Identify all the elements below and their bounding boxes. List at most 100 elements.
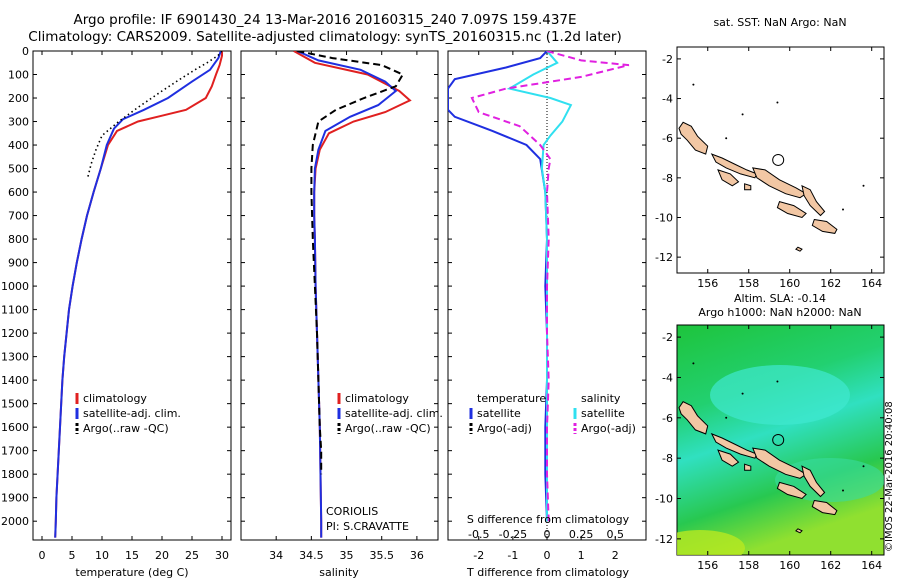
islet: [842, 208, 845, 211]
legend-label: satellite: [581, 407, 625, 420]
diff-xtick-label: 1: [578, 549, 585, 562]
series-line-salinity-argo-adj-: [470, 51, 630, 522]
legend-label: climatology: [83, 392, 147, 405]
depth-tick-label: 1800: [1, 468, 29, 481]
argo-position-marker: [772, 153, 785, 166]
island: [801, 465, 826, 498]
island: [751, 167, 808, 199]
islet: [725, 137, 728, 140]
figure-title-line2: Climatology: CARS2009. Satellite-adjuste…: [28, 29, 622, 45]
depth-tick-label: 800: [8, 233, 29, 246]
depth-tick-label: 600: [8, 186, 29, 199]
depth-tick-label: 0: [22, 45, 29, 58]
islet: [741, 392, 744, 395]
depth-tick-label: 1000: [1, 280, 29, 293]
legend-label: Argo(-adj): [477, 422, 532, 435]
map-xtick-label: 162: [820, 277, 841, 290]
sst-map-title: sat. SST: NaN Argo: NaN: [713, 16, 847, 29]
series-line-argo-raw-qc-: [297, 51, 405, 475]
temperature-legend: climatology satellite-adj. clim. Argo(..ra…: [75, 392, 181, 435]
sla-map-title-line2: Argo h1000: NaN h2000: NaN: [698, 306, 862, 319]
islet: [862, 465, 865, 468]
islet: [842, 489, 845, 492]
map-ytick-label: -2: [662, 53, 673, 66]
legend-label: Argo(..raw -QC): [83, 422, 169, 435]
island: [811, 499, 838, 516]
island: [717, 449, 740, 467]
sal-xtick-label: 36: [410, 549, 424, 562]
imos-timestamp: ©IMOS 22-Mar-2016 20:40:08: [884, 401, 895, 552]
salinity-axis: 34 34.5 35 35.5 36: [241, 50, 438, 562]
island: [752, 447, 808, 479]
sst-map-content: [678, 83, 865, 252]
island: [744, 463, 752, 471]
legend-label: salinity: [581, 392, 621, 405]
depth-tick-label: 700: [8, 210, 29, 223]
sla-map-axes: 156 158 160 162 164 -2 -4 -6 -8 -10 -12: [655, 325, 884, 572]
depth-axis: 0 100 200 300 400 500 600 700 800 900 1000 1100 1200…: [1, 45, 231, 528]
salinity-annotation-line2: PI: S.CRAVATTE: [326, 520, 409, 533]
map-ytick-label: -2: [662, 331, 673, 344]
diff-xtick-label: 2: [612, 549, 619, 562]
sal-xtick-label: 35: [340, 549, 354, 562]
sla-blob-yellow: [677, 530, 745, 555]
map-ytick-label: -4: [662, 371, 673, 384]
sst-map: 156 158 160 162 164 -2 -4 -6 -8 -10 -12: [655, 46, 885, 290]
islet: [776, 380, 779, 383]
temp-xtick-label: 20: [155, 549, 169, 562]
map-xtick-label: 158: [738, 559, 759, 572]
temperature-xlabel: temperature (deg C): [75, 566, 188, 579]
legend-label: satellite-adj. clim.: [83, 407, 181, 420]
depth-tick-label: 200: [8, 92, 29, 105]
depth-tick-label: 1700: [1, 445, 29, 458]
temperature-axis: 0 5 10 15 20 25 30: [39, 51, 229, 562]
sal-xtick-label: 34: [269, 549, 283, 562]
map-ytick-label: -8: [662, 452, 673, 465]
diff-xtick-label-top: 0.25: [569, 528, 594, 541]
sla-map: 156 158 160 162 164 -2 -4 -6 -8 -10 -12: [655, 324, 885, 572]
sal-xtick-label: 35.5: [369, 549, 394, 562]
legend-label: Argo(..raw -QC): [345, 422, 431, 435]
sla-map-content: [678, 362, 865, 534]
difference-series: [448, 51, 630, 540]
depth-tick-label: 500: [8, 163, 29, 176]
depth-tick-label: 1100: [1, 304, 29, 317]
diff-xtick-label-top: -0.25: [499, 528, 527, 541]
legend-label: satellite: [477, 407, 521, 420]
depth-tick-label: 1400: [1, 374, 29, 387]
map-ytick-label: -10: [655, 493, 673, 506]
map-ytick-label: -8: [662, 172, 673, 185]
islet: [741, 113, 744, 116]
depth-tick-label: 1200: [1, 327, 29, 340]
argo-position-marker: [772, 433, 785, 446]
map-xtick-label: 156: [697, 559, 718, 572]
sal-xtick-label: 34.5: [299, 549, 324, 562]
diff-xtick-label: -1: [507, 549, 518, 562]
islet: [862, 184, 865, 187]
temp-xtick-label: 0: [39, 549, 46, 562]
map-ytick-label: -12: [655, 251, 673, 264]
temperature-series: [54, 51, 223, 538]
sst-map-axes: 156 158 160 162 164 -2 -4 -6 -8 -10 -12: [655, 47, 884, 290]
map-xtick-label: 160: [779, 559, 800, 572]
temperature-panel: 0100200300400500600700800900100011001200…: [1, 45, 232, 579]
map-xtick-label: 162: [820, 559, 841, 572]
depth-tick-label: 1300: [1, 351, 29, 364]
island: [801, 184, 826, 217]
depth-tick-label: 100: [8, 69, 29, 82]
figure-title-line1: Argo profile: IF 6901430_24 13-Mar-2016 …: [73, 12, 577, 28]
depth-tick-label: 400: [8, 139, 29, 152]
island: [678, 401, 709, 435]
difference-legend: temperature satellite Argo(-adj) salinity sa…: [469, 392, 636, 435]
island: [776, 481, 807, 500]
islet: [725, 416, 728, 419]
island: [717, 169, 740, 187]
series-line-satellite-adj-clim-: [54, 51, 222, 538]
legend-label: climatology: [345, 392, 409, 405]
difference-xlabel: T difference from climatology: [466, 566, 629, 579]
map-xtick-label: 164: [861, 559, 882, 572]
island: [678, 121, 709, 155]
diff-xtick-label-top: -0.5: [468, 528, 489, 541]
map-ytick-label: -12: [655, 533, 673, 546]
